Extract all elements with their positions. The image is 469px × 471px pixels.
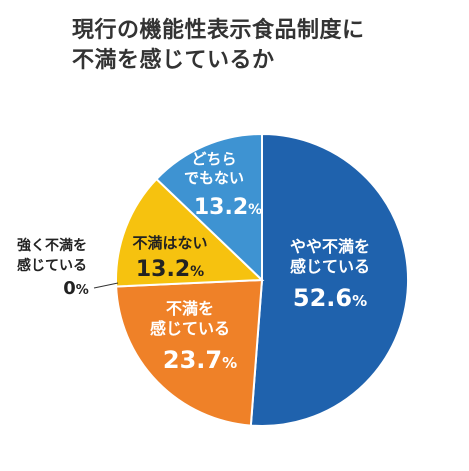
slice-value-2-number: 13.2 — [136, 257, 190, 282]
pie-slice-1 — [115, 278, 264, 427]
pie-slices — [115, 132, 410, 427]
slice-label-2-line-1: 不満はない — [132, 234, 207, 252]
chart-title: 現行の機能性表示食品制度に 不満を感じているか — [72, 16, 365, 76]
slice-value-4-unit: % — [76, 283, 89, 298]
slice-4-leader-line — [93, 282, 119, 289]
chart-title-line-1: 現行の機能性表示食品制度に — [72, 18, 365, 43]
slice-value-4: 0% — [63, 278, 89, 299]
slice-value-0-number: 52.6 — [293, 284, 352, 312]
slice-label-0-line-1: やや不満を — [290, 237, 370, 256]
slice-label-1-line-2: 感じている — [150, 319, 230, 338]
slice-value-4-number: 0 — [63, 278, 76, 299]
slice-value-2-unit: % — [190, 264, 204, 280]
slice-label-0-line-2: 感じている — [290, 257, 370, 276]
pie-slice-3 — [155, 132, 263, 283]
slice-value-0-unit: % — [352, 292, 367, 310]
slice-label-group-2: 不満はない 13.2% — [132, 234, 207, 282]
slice-value-1-unit: % — [222, 354, 237, 372]
slice-value-1-number: 23.7 — [163, 346, 222, 374]
slice-label-4-line-1: 強く不満を — [17, 237, 87, 254]
pie-slice-2 — [115, 177, 265, 288]
slice-value-0: 52.6% — [293, 284, 367, 312]
slice-label-group-1: 不満を 感じている 23.7% — [150, 299, 237, 374]
slice-value-2: 13.2% — [136, 257, 204, 282]
slice-value-3-unit: % — [248, 202, 262, 218]
slice-label-group-4: 強く不満を 感じている 0% — [17, 237, 119, 299]
slice-value-3: 13.2% — [194, 195, 262, 220]
slice-value-1: 23.7% — [163, 346, 237, 374]
slice-label-3-line-1: どちら — [191, 150, 236, 168]
slice-label-1-line-1: 不満を — [166, 299, 214, 318]
slice-label-group-3: どちら でもない 13.2% — [184, 150, 262, 220]
slice-label-group-0: やや不満を 感じている 52.6% — [290, 237, 370, 312]
slice-label-4-line-2: 感じている — [17, 257, 87, 274]
slice-value-3-number: 13.2 — [194, 195, 248, 220]
slice-label-3-line-2: でもない — [184, 169, 244, 187]
pie-slice-0 — [249, 132, 410, 427]
chart-title-line-2: 不満を感じているか — [72, 48, 275, 73]
